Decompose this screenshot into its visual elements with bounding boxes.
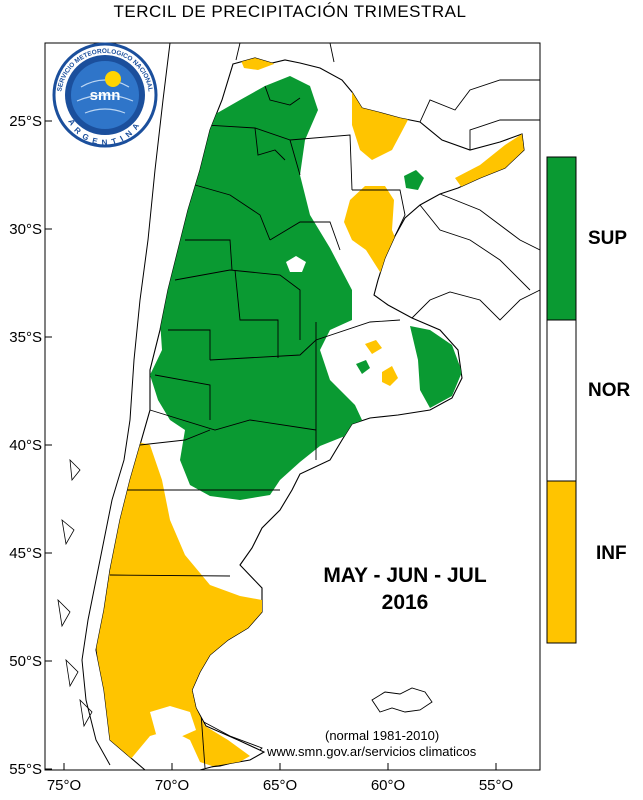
smn-logo: smn SERVICIO METEOROLOGICO NACIONAL ARGE…	[52, 42, 158, 148]
legend-swatch-inf	[546, 480, 577, 644]
region-superior-north-central	[150, 76, 362, 500]
map-frame	[44, 42, 541, 771]
source-url: www.smn.gov.ar/servicios climaticos	[267, 744, 477, 759]
region-superior-corrientes-spot	[404, 170, 424, 190]
region-inferior-spot-2	[382, 366, 398, 386]
lat-tick-label: 45°S	[9, 545, 42, 562]
lat-tick-label: 25°S	[9, 113, 42, 130]
period-label: MAY - JUN - JUL 2016	[300, 562, 510, 616]
lat-tick-label: 30°S	[9, 221, 42, 238]
logo-center-text: smn	[90, 87, 121, 104]
region-inferior-misiones	[455, 134, 524, 192]
region-superior-small-spot	[356, 360, 370, 374]
region-normal-hole	[286, 256, 306, 272]
legend-label-nor: NOR	[588, 380, 631, 401]
longitude-axis: 75°O 70°O 65°O 60°O 55°O	[47, 763, 513, 794]
map-title: TERCIL DE PRECIPITACIÓN TRIMESTRAL	[113, 2, 467, 21]
category-regions	[96, 58, 524, 766]
region-superior-east-buenos-aires	[410, 326, 462, 408]
lon-tick-label: 55°O	[479, 777, 513, 794]
legend-label-sup: SUP	[588, 228, 628, 249]
normal-period-note: (normal 1981-2010)	[325, 728, 440, 743]
lat-tick-label: 55°S	[9, 761, 42, 778]
legend-label-inf: INF	[596, 543, 627, 564]
legend-swatch-nor	[546, 319, 577, 482]
region-superior-coast-spot	[300, 492, 312, 502]
lat-tick-label: 40°S	[9, 437, 42, 454]
province-borders	[109, 85, 413, 769]
lat-tick-label: 50°S	[9, 653, 42, 670]
legend-swatch-sup	[546, 156, 577, 321]
region-inferior-spot-1	[365, 340, 382, 354]
lon-tick-label: 70°O	[155, 777, 189, 794]
region-normal-patagonia-patch	[150, 706, 196, 738]
lat-tick-label: 35°S	[9, 329, 42, 346]
latitude-axis: 25°S 30°S 35°S 40°S 45°S 50°S 55°S	[9, 113, 52, 778]
logo-sun-icon	[105, 71, 121, 87]
period-year: 2016	[381, 591, 429, 614]
lon-tick-label: 75°O	[47, 777, 81, 794]
period-months: MAY - JUN - JUL	[323, 564, 487, 587]
region-inferior-patagonia	[96, 440, 262, 766]
lon-tick-label: 65°O	[263, 777, 297, 794]
lon-tick-label: 60°O	[371, 777, 405, 794]
legend-colorbar	[546, 156, 577, 644]
